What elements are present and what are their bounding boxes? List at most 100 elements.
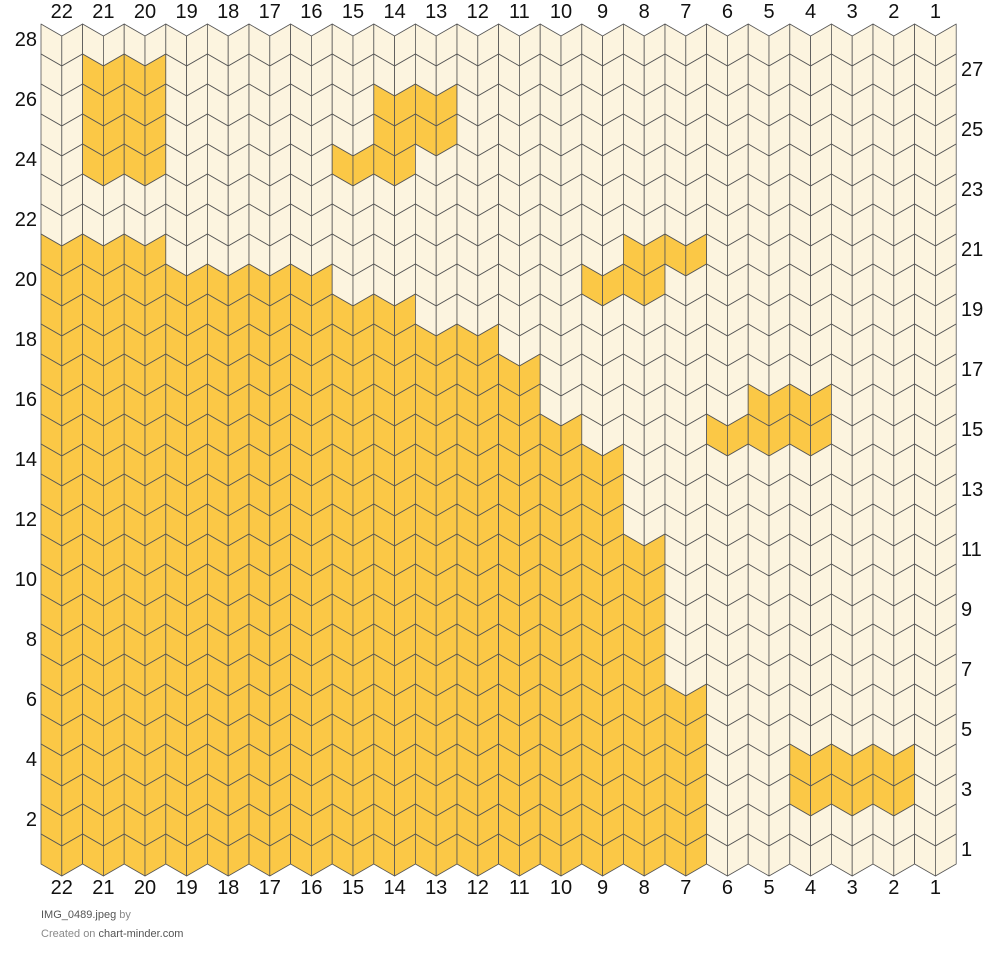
stitch-r4-c12 <box>456 743 500 787</box>
stitch-r6-c20 <box>123 683 167 727</box>
stitch-r13-c16 <box>290 473 333 517</box>
stitch-r22-c11 <box>498 203 541 247</box>
stitch-r2-c12 <box>456 803 500 847</box>
stitch-r13-c1 <box>914 473 957 517</box>
stitch-r28-c7 <box>664 23 707 67</box>
stitch-r16-c20 <box>123 383 167 427</box>
column-number-bottom: 17 <box>259 877 281 899</box>
column-number-top: 21 <box>92 1 114 23</box>
stitch-r18-c13 <box>414 323 458 367</box>
footer-site-link[interactable]: chart-minder.com <box>98 928 184 940</box>
stitch-r5-c1 <box>914 713 957 757</box>
stitch-r20-c15 <box>331 263 375 307</box>
stitch-r5-c11 <box>498 713 541 757</box>
stitch-r13-c15 <box>331 473 375 517</box>
stitch-r14-c4 <box>789 443 832 487</box>
column-number-bottom: 10 <box>550 877 572 899</box>
stitch-r28-c2 <box>872 23 915 67</box>
stitch-r2-c6 <box>706 803 749 847</box>
row-number-left: 20 <box>15 269 37 291</box>
stitch-r14-c20 <box>123 443 167 487</box>
stitch-r21-c17 <box>248 233 292 277</box>
stitch-r5-c14 <box>373 713 416 757</box>
stitch-r17-c1 <box>914 353 957 397</box>
stitch-r24-c10 <box>539 143 583 187</box>
stitch-r25-c9 <box>581 113 624 157</box>
row-number-right: 11 <box>961 539 982 561</box>
stitch-r10-c3 <box>831 563 874 607</box>
stitch-r21-c6 <box>706 233 749 277</box>
stitch-r10-c15 <box>331 563 375 607</box>
column-number-bottom: 5 <box>763 877 774 899</box>
stitch-r23-c10 <box>539 173 583 217</box>
stitch-r26-c22 <box>40 83 83 127</box>
stitch-r19-c3 <box>831 293 874 337</box>
stitch-r16-c4 <box>789 383 832 427</box>
stitch-r13-c11 <box>498 473 541 517</box>
stitch-r2-c2 <box>872 803 915 847</box>
stitch-r12-c2 <box>872 503 915 547</box>
stitch-r8-c15 <box>331 623 375 667</box>
stitch-r23-c19 <box>165 173 208 217</box>
stitch-r19-c21 <box>82 293 125 337</box>
column-number-top: 9 <box>597 1 608 23</box>
row-number-right: 17 <box>961 359 983 381</box>
stitch-r18-c20 <box>123 323 167 367</box>
stitch-r9-c16 <box>290 593 333 637</box>
stitch-r2-c17 <box>248 803 292 847</box>
stitch-r10-c7 <box>664 563 707 607</box>
stitch-r19-c1 <box>914 293 957 337</box>
stitch-r16-c21 <box>82 383 125 427</box>
stitch-r25-c10 <box>539 113 583 157</box>
stitch-r11-c9 <box>581 533 624 577</box>
stitch-r20-c4 <box>789 263 832 307</box>
stitch-r2-c5 <box>747 803 791 847</box>
stitch-r21-c5 <box>747 233 791 277</box>
stitch-r24-c5 <box>747 143 791 187</box>
stitch-r7-c5 <box>747 653 791 697</box>
stitch-r21-c12 <box>456 233 500 277</box>
stitch-r8-c3 <box>831 623 874 667</box>
stitch-r15-c18 <box>206 413 250 457</box>
stitch-r15-c19 <box>165 413 208 457</box>
stitch-r6-c16 <box>290 683 333 727</box>
row-number-left: 2 <box>26 809 37 831</box>
stitch-r6-c6 <box>706 683 749 727</box>
stitch-r24-c14 <box>373 143 416 187</box>
stitch-r22-c2 <box>872 203 915 247</box>
stitch-r15-c21 <box>82 413 125 457</box>
stitch-r5-c21 <box>82 713 125 757</box>
stitch-r12-c22 <box>40 503 83 547</box>
stitch-r16-c3 <box>831 383 874 427</box>
stitch-r24-c22 <box>40 143 83 187</box>
stitch-r25-c15 <box>331 113 375 157</box>
stitch-r22-c3 <box>831 203 874 247</box>
column-number-top: 8 <box>639 1 650 23</box>
stitch-r16-c18 <box>206 383 250 427</box>
stitch-r6-c13 <box>414 683 458 727</box>
stitch-r18-c9 <box>581 323 624 367</box>
row-number-right: 3 <box>961 779 972 801</box>
stitch-r7-c10 <box>539 653 583 697</box>
stitch-r17-c16 <box>290 353 333 397</box>
stitch-r20-c10 <box>539 263 583 307</box>
row-number-left: 10 <box>15 569 37 591</box>
stitch-r20-c7 <box>664 263 707 307</box>
stitch-r9-c8 <box>623 593 666 637</box>
stitch-r26-c9 <box>581 83 624 127</box>
stitch-r11-c7 <box>664 533 707 577</box>
stitch-r21-c22 <box>40 233 83 277</box>
stitch-r20-c8 <box>623 263 666 307</box>
row-number-right: 27 <box>961 59 983 81</box>
column-number-top: 1 <box>930 1 941 23</box>
stitch-r23-c7 <box>664 173 707 217</box>
stitch-r23-c8 <box>623 173 666 217</box>
stitch-r19-c12 <box>456 293 500 337</box>
column-number-top: 15 <box>342 1 364 23</box>
stitch-r10-c1 <box>914 563 957 607</box>
stitch-r14-c17 <box>248 443 292 487</box>
row-number-right: 9 <box>961 599 972 621</box>
stitch-r13-c13 <box>414 473 458 517</box>
row-number-right: 25 <box>961 119 983 141</box>
row-number-right: 23 <box>961 179 983 201</box>
